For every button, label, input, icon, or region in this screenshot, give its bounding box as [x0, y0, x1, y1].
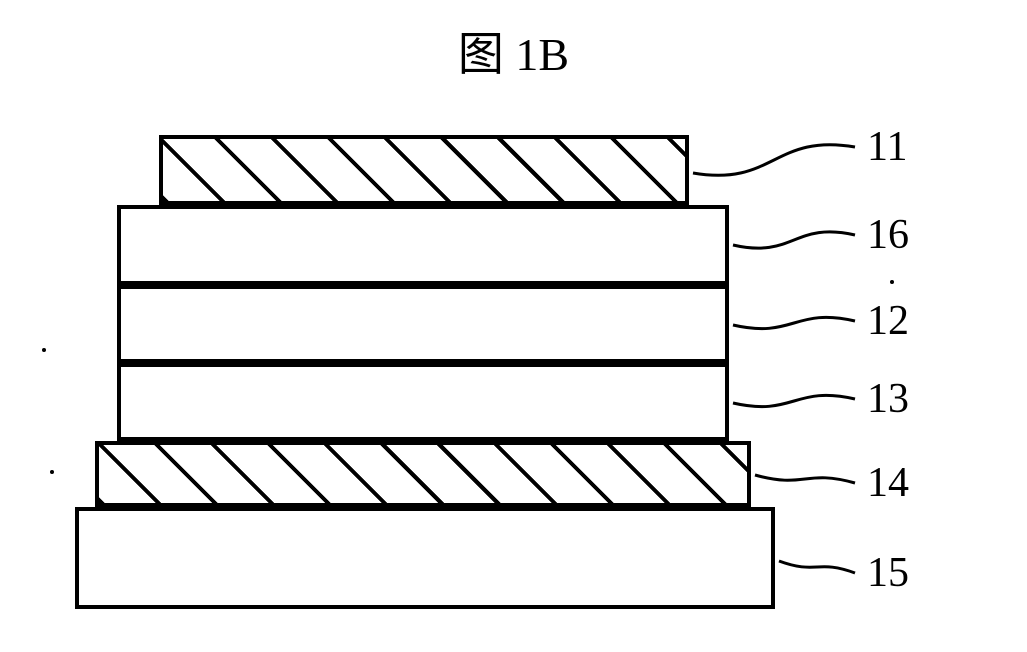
scan-artifact-dot: [50, 470, 54, 474]
scan-artifact-dot: [890, 280, 894, 284]
layer-stack-diagram: 11 16 12 13 14 15: [75, 135, 955, 625]
lead-line-15: [75, 135, 955, 625]
scan-artifact-dot: [42, 348, 46, 352]
label-15: 15: [867, 549, 909, 597]
figure-title: 图 1B: [458, 18, 569, 84]
